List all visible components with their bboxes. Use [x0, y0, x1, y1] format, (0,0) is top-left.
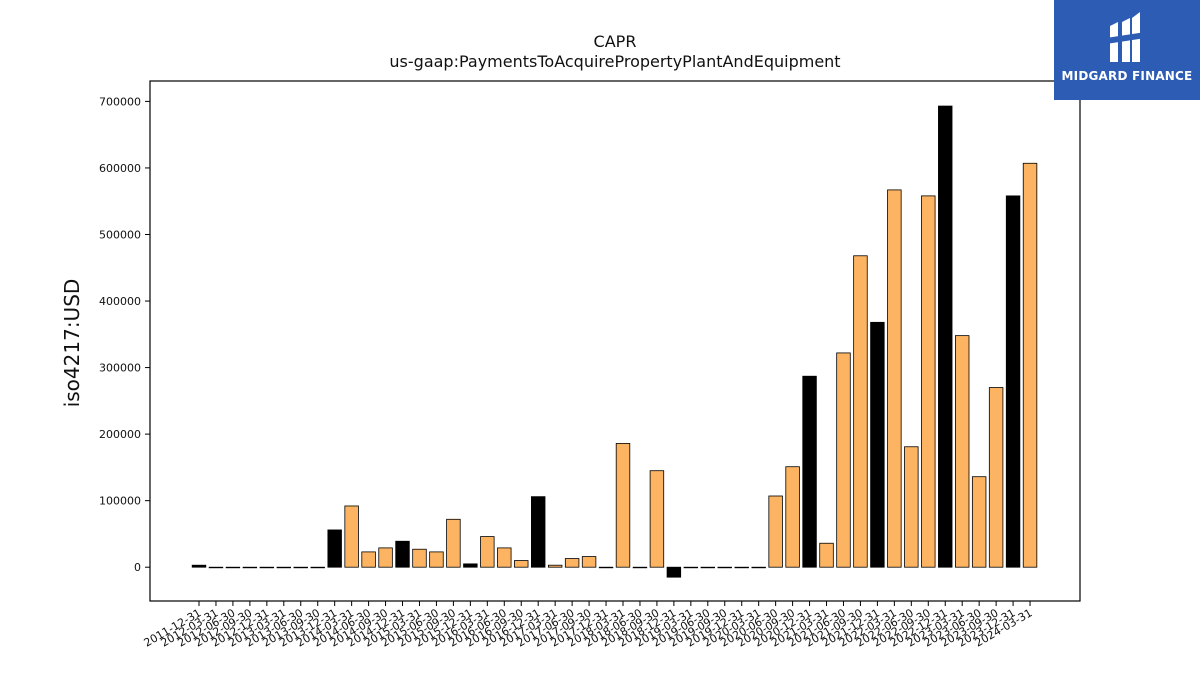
bar-2018-03-31	[615, 443, 631, 568]
bar-2015-12-31	[463, 563, 478, 568]
bar-2020-06-30	[768, 495, 783, 568]
bar-2012-03-31	[208, 566, 224, 569]
chart-title: CAPR	[593, 32, 637, 51]
bar-2014-03-31	[344, 505, 359, 568]
bar-2016-12-31	[531, 496, 546, 568]
bar-2017-06-30	[564, 558, 580, 568]
y-tick-label: 400000	[99, 295, 141, 308]
bar-2024-03-31	[1022, 162, 1038, 568]
bar-2023-12-31	[1005, 195, 1021, 568]
bar-2019-09-30	[717, 566, 732, 569]
bar-2020-03-31	[751, 566, 766, 569]
y-tick-label: 0	[134, 561, 141, 574]
y-tick-label: 300000	[99, 362, 141, 375]
bar-2013-06-30	[293, 566, 308, 569]
bar-2021-09-30	[853, 255, 868, 568]
bar-2021-03-31	[819, 542, 834, 568]
y-tick-label: 500000	[99, 228, 141, 241]
bar-2018-06-30	[632, 566, 648, 569]
bar-2019-03-31	[683, 566, 699, 569]
bar-2014-12-31	[395, 540, 410, 568]
y-tick-label: 200000	[99, 428, 141, 441]
logo-mark-icon	[1106, 12, 1146, 62]
y-axis-label: iso4217:USD	[60, 279, 84, 408]
y-ticks-group: 0 100000 200000 300000 400000 500000 600000 700…	[99, 95, 150, 574]
bar-2016-03-31	[480, 536, 495, 568]
bar-2017-12-31	[598, 566, 614, 569]
bar-2015-09-30	[446, 518, 461, 568]
bar-2022-12-31	[938, 105, 953, 568]
logo-text: MIDGARD FINANCE	[1061, 69, 1193, 83]
bar-2019-06-30	[700, 566, 716, 569]
chart-subtitle: us-gaap:PaymentsToAcquirePropertyPlantAn…	[389, 52, 841, 71]
y-tick-label: 700000	[99, 95, 141, 108]
bar-2014-09-30	[378, 547, 393, 568]
bar-2017-03-31	[547, 564, 563, 568]
bar-2022-03-31	[887, 189, 902, 568]
bar-2013-09-30	[310, 566, 325, 569]
bar-2017-09-30	[581, 556, 597, 568]
bar-2012-12-31	[259, 566, 275, 569]
bars-group	[191, 105, 1038, 578]
bar-2023-06-30	[971, 476, 987, 568]
y-tick-label: 600000	[99, 162, 141, 175]
bar-2015-03-31	[412, 548, 427, 568]
bar-2023-03-31	[955, 335, 970, 568]
plot-frame	[149, 80, 1081, 602]
bar-2019-12-31	[734, 566, 749, 569]
bar-2018-12-31	[666, 566, 682, 578]
bar-2022-06-30	[904, 446, 919, 568]
bar-2011-12-31	[191, 564, 207, 568]
bar-2020-12-31	[802, 375, 817, 568]
bar-2018-09-30	[649, 470, 665, 568]
bar-2022-09-30	[921, 195, 936, 568]
bar-2015-06-30	[429, 551, 444, 568]
bar-2013-03-31	[276, 566, 292, 569]
company-logo: MIDGARD FINANCE	[1054, 0, 1200, 100]
bar-2021-12-31	[870, 321, 885, 568]
bar-2012-09-30	[242, 566, 258, 569]
bar-2016-09-30	[514, 560, 529, 568]
bar-2012-06-30	[225, 566, 241, 569]
bar-2023-09-30	[988, 387, 1004, 568]
x-ticks-group: 2011-12-312012-03-312012-06-302012-09-30…	[142, 601, 1035, 650]
bar-2020-09-30	[785, 466, 800, 568]
bar-2021-06-30	[836, 352, 851, 568]
bar-2014-06-30	[361, 551, 376, 568]
bar-2013-12-31	[327, 529, 342, 568]
bar-2016-06-30	[497, 547, 512, 568]
y-tick-label: 100000	[99, 495, 141, 508]
